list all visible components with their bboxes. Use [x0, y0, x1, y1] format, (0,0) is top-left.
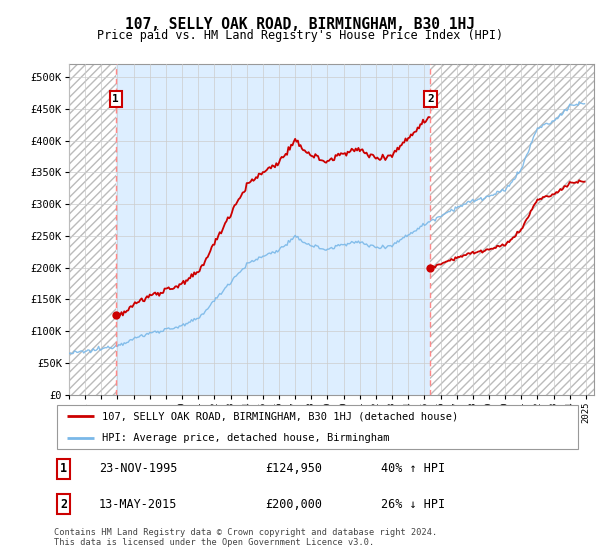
Text: 23-NOV-1995: 23-NOV-1995 — [99, 463, 177, 475]
Text: £200,000: £200,000 — [265, 497, 322, 511]
Bar — [116, 64, 430, 395]
Text: 1: 1 — [60, 463, 67, 475]
Text: 26% ↓ HPI: 26% ↓ HPI — [382, 497, 445, 511]
Text: 2: 2 — [427, 94, 434, 104]
Text: 1: 1 — [112, 94, 119, 104]
Text: 2: 2 — [60, 497, 67, 511]
Text: 40% ↑ HPI: 40% ↑ HPI — [382, 463, 445, 475]
FancyBboxPatch shape — [56, 405, 578, 449]
Text: Price paid vs. HM Land Registry's House Price Index (HPI): Price paid vs. HM Land Registry's House … — [97, 29, 503, 42]
Text: £124,950: £124,950 — [265, 463, 322, 475]
Text: 13-MAY-2015: 13-MAY-2015 — [99, 497, 177, 511]
Text: Contains HM Land Registry data © Crown copyright and database right 2024.
This d: Contains HM Land Registry data © Crown c… — [54, 528, 437, 547]
Text: 107, SELLY OAK ROAD, BIRMINGHAM, B30 1HJ (detached house): 107, SELLY OAK ROAD, BIRMINGHAM, B30 1HJ… — [101, 411, 458, 421]
Text: HPI: Average price, detached house, Birmingham: HPI: Average price, detached house, Birm… — [101, 433, 389, 443]
Text: 107, SELLY OAK ROAD, BIRMINGHAM, B30 1HJ: 107, SELLY OAK ROAD, BIRMINGHAM, B30 1HJ — [125, 17, 475, 32]
